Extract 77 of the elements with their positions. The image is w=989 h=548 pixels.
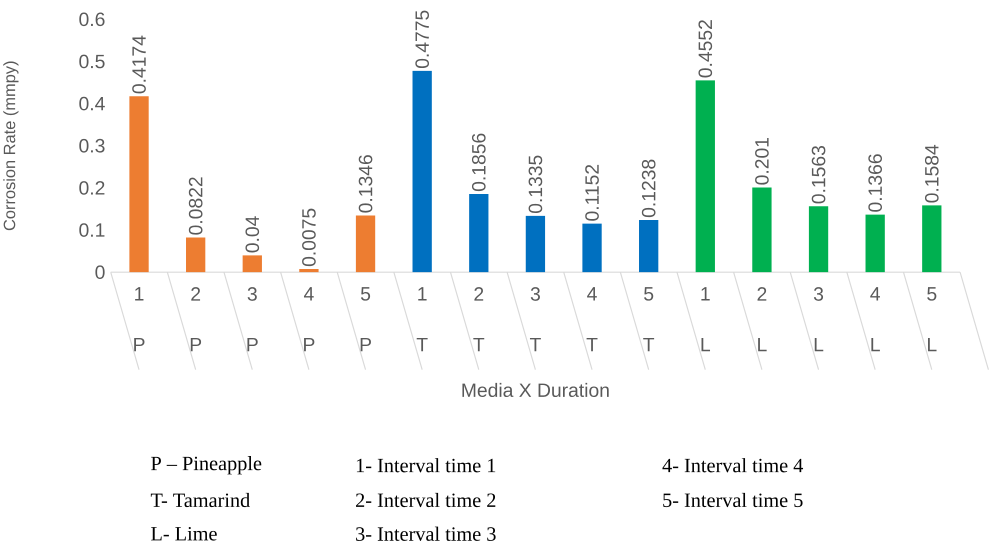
bar [752, 187, 772, 272]
x-axis-title: Media X Duration [462, 382, 609, 397]
x-tick-label: 5 [644, 287, 654, 301]
x-tick-label: 5 [360, 287, 370, 301]
y-tick-label: 0.4 [79, 96, 105, 110]
text: L- Lime [151, 526, 217, 540]
data-label: 0.1584 [924, 144, 939, 202]
text: T [416, 338, 428, 352]
x-tick-label: 4 [870, 287, 880, 300]
text: 1- Interval time 1 [356, 458, 496, 472]
data-label: 0.201 [755, 138, 769, 184]
data-label: 0.1563 [812, 146, 826, 204]
x-tick-label: 3 [248, 287, 257, 301]
data-label: 0.1346 [358, 155, 372, 212]
y-tick-label: 0.2 [79, 180, 104, 195]
data-label: 0.04 [245, 216, 260, 252]
data-label: 0.4174 [132, 36, 146, 94]
x-tick-label: 2 [474, 287, 484, 301]
x-tick-label: 2 [758, 287, 766, 301]
bar [129, 96, 149, 272]
text: T [643, 338, 654, 352]
text: P [304, 338, 314, 352]
bar [639, 220, 658, 272]
text: P [360, 338, 371, 352]
bar [356, 215, 376, 272]
bar [808, 206, 828, 272]
y-tick-label: 0.1 [79, 223, 104, 237]
x-tick-label: 5 [927, 287, 936, 301]
y-tick-label: 0.6 [79, 12, 105, 26]
text: 4- Interval time 4 [662, 458, 804, 472]
bar [696, 80, 715, 272]
x-tick-label: 3 [530, 287, 540, 301]
text: 2- Interval time 2 [356, 492, 496, 507]
x-tick-label: 4 [587, 287, 597, 300]
text: P [247, 338, 258, 352]
text: L [928, 338, 937, 352]
x-tick-label: 1 [135, 287, 144, 300]
bar [922, 205, 942, 272]
data-label: 0.1238 [642, 160, 656, 218]
y-axis-title: Corrosion Rate (mmpy) [3, 61, 19, 230]
text: L [871, 338, 880, 352]
text: P [190, 338, 202, 352]
text: T [530, 338, 541, 352]
data-label: 0.1335 [528, 155, 542, 213]
bar [412, 70, 432, 272]
text: P [134, 338, 144, 352]
y-tick-label: 0 [95, 265, 105, 279]
text: L [814, 338, 824, 352]
text: L [702, 338, 710, 352]
x-tick-label: 2 [191, 287, 200, 301]
bar [866, 214, 885, 272]
bar [582, 224, 602, 272]
text: 3- Interval time 3 [356, 526, 496, 541]
bar [242, 255, 262, 272]
data-label: 0.1856 [472, 134, 486, 191]
x-tick-label: 1 [701, 287, 710, 300]
data-label: 0.0822 [188, 177, 202, 235]
x-tick-label: 3 [814, 287, 824, 301]
data-label: 0.1366 [868, 154, 882, 212]
data-label: 0.1152 [585, 164, 599, 221]
x-tick-label: 1 [418, 287, 427, 300]
bar [186, 237, 206, 272]
text: 5- Interval time 5 [663, 492, 803, 507]
bar [469, 194, 488, 272]
bar [526, 216, 546, 272]
data-label: 0.4775 [415, 10, 429, 68]
y-tick-label: 0.3 [79, 138, 105, 152]
x-tick-label: 4 [304, 287, 314, 300]
data-label: 0.4552 [698, 20, 712, 78]
text: T [586, 338, 598, 352]
text: T [473, 338, 484, 352]
text: P – Pineapple [151, 456, 262, 474]
text: L [758, 338, 767, 352]
text: T- Tamarind [150, 492, 250, 507]
bar [299, 268, 319, 272]
y-tick-label: 0.5 [79, 54, 105, 68]
data-label: 0.0075 [302, 208, 316, 266]
